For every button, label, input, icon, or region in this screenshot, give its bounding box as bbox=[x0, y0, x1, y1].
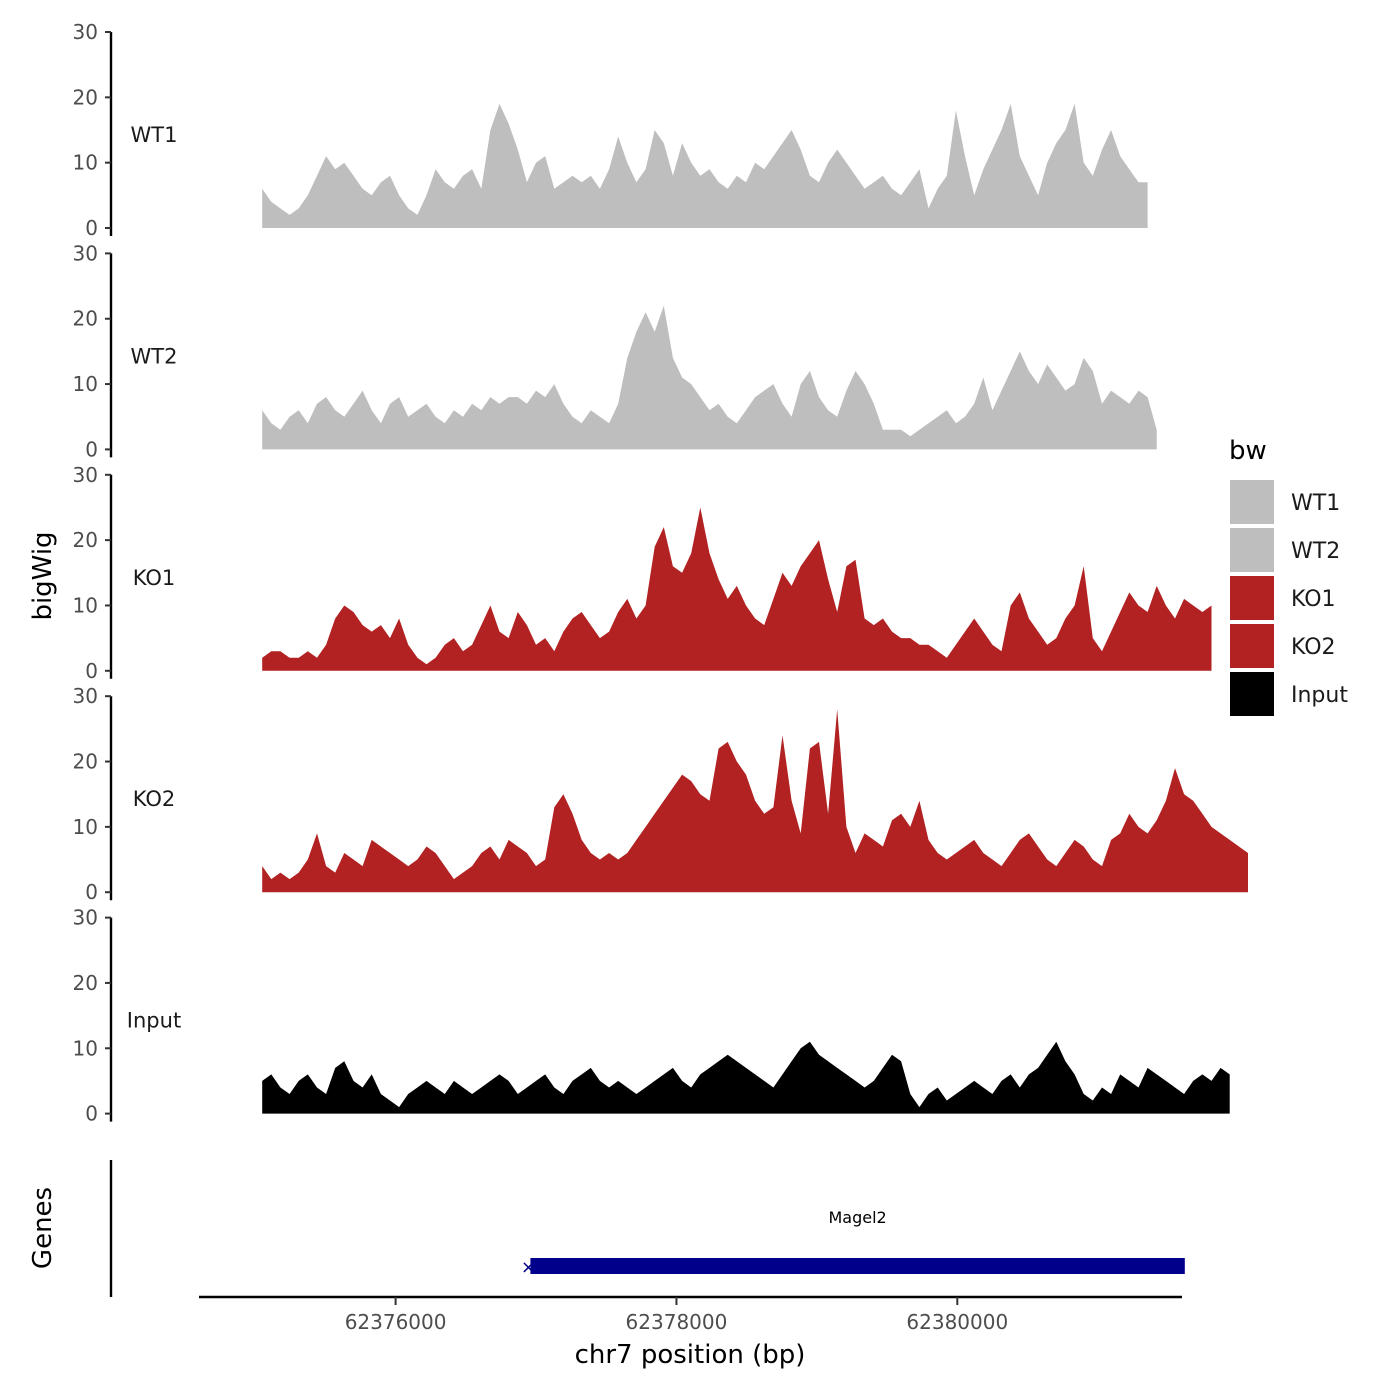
y-tick-label: 10 bbox=[73, 1036, 98, 1060]
y-tick-label: 20 bbox=[73, 528, 98, 552]
y-tick-label: 10 bbox=[73, 372, 98, 396]
y-tick-label: 30 bbox=[73, 463, 98, 487]
legend-label-input: Input bbox=[1291, 683, 1348, 708]
track-wt1: 0 10 20 30 WT1 bbox=[73, 20, 1148, 240]
y-tick-label: 10 bbox=[73, 593, 98, 617]
y-tick-label: 30 bbox=[73, 20, 98, 44]
y-tick-label: 0 bbox=[85, 1102, 98, 1126]
legend-label-wt2: WT2 bbox=[1291, 539, 1340, 564]
track-input: 0 10 20 30 Input bbox=[73, 906, 1230, 1126]
genes-axis-title: Genes bbox=[28, 1187, 58, 1269]
y-tick-label: 0 bbox=[85, 659, 98, 683]
legend-key-wt2 bbox=[1230, 528, 1274, 572]
signal-area-wt1 bbox=[262, 103, 1148, 228]
x-tick-label: 62380000 bbox=[906, 1310, 1008, 1334]
y-tick-label: 30 bbox=[73, 241, 98, 265]
legend-title: bw bbox=[1229, 436, 1267, 466]
x-axis-title: chr7 position (bp) bbox=[575, 1340, 806, 1370]
signal-area-wt2 bbox=[262, 305, 1157, 450]
x-tick-label: 62376000 bbox=[345, 1310, 447, 1334]
y-tick-label: 20 bbox=[73, 971, 98, 995]
track-label-ko2: KO2 bbox=[133, 787, 176, 811]
genes-panel: Genes × Magel2 bbox=[28, 1160, 1185, 1297]
track-label-wt2: WT2 bbox=[131, 344, 178, 368]
legend-key-ko2 bbox=[1230, 624, 1274, 668]
legend-label-ko2: KO2 bbox=[1291, 635, 1336, 660]
track-wt2: 0 10 20 30 WT2 bbox=[73, 241, 1157, 461]
legend-key-wt1 bbox=[1230, 480, 1274, 524]
y-tick-label: 20 bbox=[73, 750, 98, 774]
signal-area-ko2 bbox=[262, 709, 1248, 893]
x-tick-label: 62378000 bbox=[626, 1310, 728, 1334]
legend: bw WT1 WT2 KO1 KO2 Input bbox=[1229, 436, 1348, 716]
gene-strand-mark: × bbox=[521, 1257, 536, 1278]
gene-body-magel2 bbox=[530, 1258, 1185, 1274]
track-label-input: Input bbox=[127, 1009, 181, 1033]
y-axis-title: bigWig bbox=[28, 531, 58, 620]
y-tick-label: 10 bbox=[73, 151, 98, 175]
y-tick-label: 20 bbox=[73, 307, 98, 331]
y-tick-label: 30 bbox=[73, 684, 98, 708]
y-tick-label: 0 bbox=[85, 880, 98, 904]
y-tick-label: 20 bbox=[73, 85, 98, 109]
signal-area-input bbox=[262, 1041, 1230, 1114]
legend-label-wt1: WT1 bbox=[1291, 491, 1340, 516]
legend-label-ko1: KO1 bbox=[1291, 587, 1336, 612]
gene-label-magel2: Magel2 bbox=[828, 1208, 886, 1227]
track-ko1: 0 10 20 30 KO1 bbox=[73, 463, 1212, 683]
signal-tracks: 0 10 20 30 WT1 0 10 20 30 WT2 0 10 20 30 KO1 0 10 20 30 KO2… bbox=[73, 20, 1248, 1126]
track-label-ko1: KO1 bbox=[133, 566, 176, 590]
legend-key-input bbox=[1230, 672, 1274, 716]
y-tick-label: 0 bbox=[85, 216, 98, 240]
x-axis: 62376000 62378000 62380000 bbox=[199, 1295, 1182, 1334]
track-ko2: 0 10 20 30 KO2 bbox=[73, 684, 1248, 904]
legend-key-ko1 bbox=[1230, 576, 1274, 620]
track-label-wt1: WT1 bbox=[131, 123, 178, 147]
y-tick-label: 30 bbox=[73, 906, 98, 930]
y-tick-label: 10 bbox=[73, 815, 98, 839]
signal-area-ko1 bbox=[262, 507, 1212, 671]
y-tick-label: 0 bbox=[85, 437, 98, 461]
